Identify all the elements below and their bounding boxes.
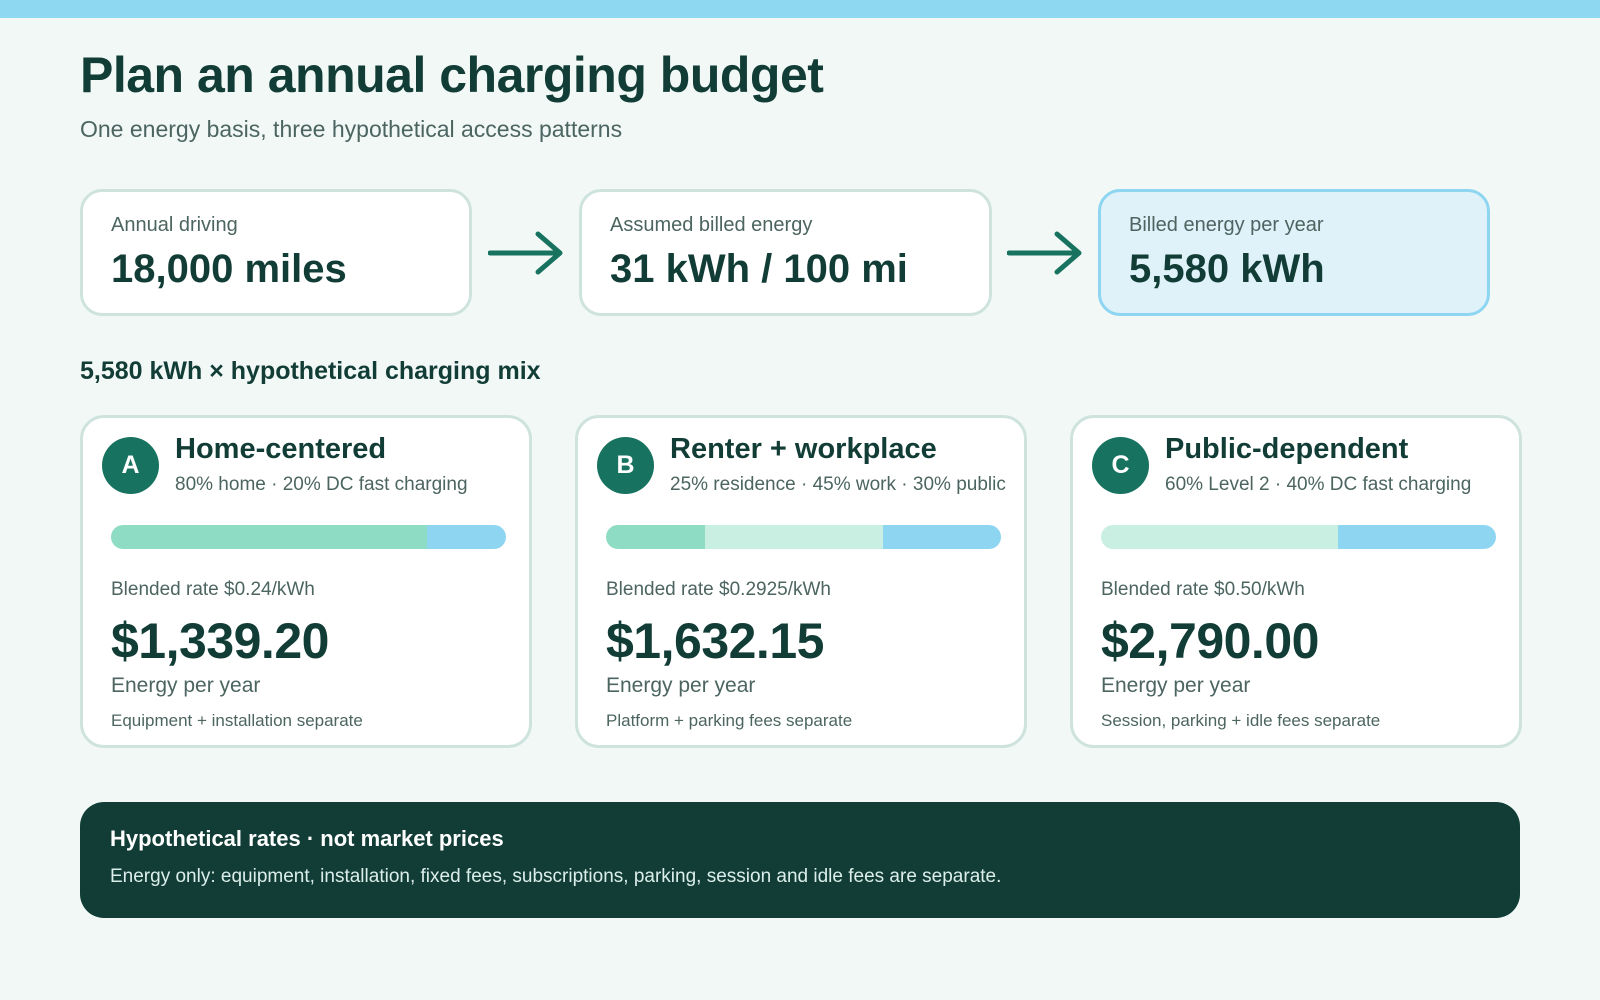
annual-cost-label: Energy per year xyxy=(111,674,261,697)
scenario-mix: 25% residence · 45% work · 30% public xyxy=(670,474,1006,495)
mix-bar-segment xyxy=(882,525,1001,549)
billed-energy-rate-label: Assumed billed energy xyxy=(610,214,813,236)
billed-energy-rate-box: Assumed billed energy 31 kWh / 100 mi xyxy=(579,189,992,316)
blended-rate: Blended rate $0.50/kWh xyxy=(1101,579,1305,600)
mix-bar xyxy=(111,525,506,549)
annual-cost: $1,339.20 xyxy=(111,613,329,669)
scenario-title: Renter + workplace xyxy=(670,433,937,465)
billed-energy-total-box: Billed energy per year 5,580 kWh xyxy=(1098,189,1490,316)
annual-cost: $1,632.15 xyxy=(606,613,824,669)
mix-bar-segment xyxy=(427,525,506,549)
arrow-right-icon xyxy=(1007,231,1082,275)
top-accent-bar xyxy=(0,0,1600,18)
charging-mix-heading: 5,580 kWh × hypothetical charging mix xyxy=(80,357,541,385)
page-title: Plan an annual charging budget xyxy=(80,47,824,103)
disclaimer-banner: Hypothetical rates · not market prices E… xyxy=(80,802,1520,918)
scenario-mix: 60% Level 2 · 40% DC fast charging xyxy=(1165,474,1472,495)
annual-driving-box: Annual driving 18,000 miles xyxy=(80,189,472,316)
mix-bar-segment xyxy=(606,525,705,549)
excluded-costs-note: Equipment + installation separate xyxy=(111,711,363,730)
excluded-costs-note: Session, parking + idle fees separate xyxy=(1101,711,1381,730)
mix-bar-segment xyxy=(704,525,883,549)
disclaimer-title: Hypothetical rates · not market prices xyxy=(110,826,504,851)
mix-bar-segment xyxy=(111,525,427,549)
excluded-costs-note: Platform + parking fees separate xyxy=(606,711,853,730)
scenario-card-b: B Renter + workplace 25% residence · 45%… xyxy=(575,415,1027,748)
annual-driving-value: 18,000 miles xyxy=(111,247,347,291)
scenario-card-c: C Public-dependent 60% Level 2 · 40% DC … xyxy=(1070,415,1522,748)
arrow-right-icon xyxy=(488,231,563,275)
billed-energy-total-value: 5,580 kWh xyxy=(1129,247,1325,291)
mix-bar xyxy=(1101,525,1496,549)
billed-energy-rate-value: 31 kWh / 100 mi xyxy=(610,247,908,291)
mix-bar-segment xyxy=(1338,525,1496,549)
scenario-title: Home-centered xyxy=(175,433,387,465)
scenario-badge: A xyxy=(102,437,159,494)
annual-driving-label: Annual driving xyxy=(111,214,238,236)
mix-bar xyxy=(606,525,1001,549)
scenario-badge: B xyxy=(597,437,654,494)
disclaimer-text: Energy only: equipment, installation, fi… xyxy=(110,866,1002,887)
annual-cost-label: Energy per year xyxy=(1101,674,1251,697)
page-subtitle: One energy basis, three hypothetical acc… xyxy=(80,116,623,142)
scenario-card-a: A Home-centered 80% home · 20% DC fast c… xyxy=(80,415,532,748)
annual-cost: $2,790.00 xyxy=(1101,613,1319,669)
billed-energy-total-label: Billed energy per year xyxy=(1129,214,1324,236)
blended-rate: Blended rate $0.24/kWh xyxy=(111,579,315,600)
scenario-mix: 80% home · 20% DC fast charging xyxy=(175,474,468,495)
scenario-title: Public-dependent xyxy=(1165,433,1409,465)
annual-cost-label: Energy per year xyxy=(606,674,756,697)
scenario-badge: C xyxy=(1092,437,1149,494)
blended-rate: Blended rate $0.2925/kWh xyxy=(606,579,831,600)
mix-bar-segment xyxy=(1101,525,1338,549)
